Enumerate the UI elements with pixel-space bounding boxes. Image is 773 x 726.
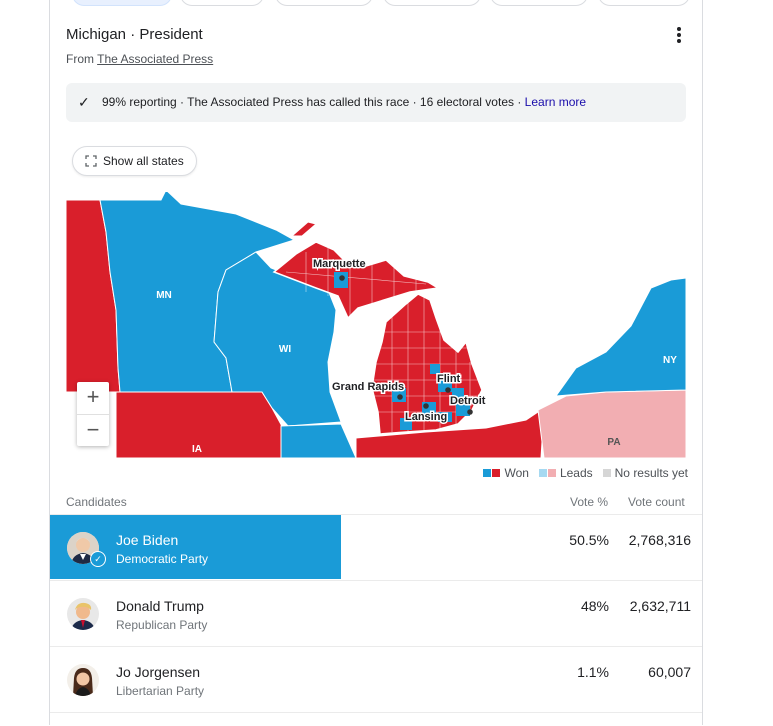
state-ny (554, 277, 686, 397)
col-header-vote-pct: Vote % (570, 495, 609, 509)
county-oakland (452, 388, 464, 402)
expand-icon (85, 155, 97, 167)
vote-count: 60,007 (648, 664, 691, 680)
learn-more-link[interactable]: Learn more (524, 95, 587, 109)
more-options-icon[interactable] (672, 26, 686, 46)
label-flint: Flint (437, 373, 461, 385)
filter-chip[interactable] (180, 0, 264, 6)
legend-leads-label: Leads (559, 466, 593, 480)
vote-percent: 50.5% (569, 532, 609, 548)
city-dot-detroit (467, 409, 473, 415)
zoom-controls: + − (77, 382, 109, 446)
filter-chip[interactable] (275, 0, 373, 6)
race-status-banner: ✓ 99% reporting · The Associated Press h… (66, 83, 686, 122)
legend-no-results-label: No results yet (614, 466, 688, 480)
label-ia: IA (192, 444, 202, 455)
col-header-candidates: Candidates (66, 495, 127, 509)
filter-chip[interactable] (598, 0, 690, 6)
candidate-name: Jo Jorgensen (116, 664, 201, 680)
vote-count: 2,768,316 (628, 532, 691, 548)
county-washtenaw (438, 412, 452, 422)
candidate-party: Libertarian Party (116, 684, 205, 698)
zoom-in-button[interactable]: + (77, 382, 109, 415)
race-title: Michigan · President (66, 26, 203, 43)
state-in-oh (355, 407, 545, 458)
filter-chip[interactable] (383, 0, 481, 6)
status-text: 99% reporting · The Associated Press has… (102, 95, 522, 109)
avatar (67, 664, 99, 696)
filter-chip-selected[interactable] (72, 0, 172, 6)
label-ny: NY (663, 355, 677, 366)
zoom-out-button[interactable]: − (86, 417, 100, 442)
map-svg: MN WI IA NY PA Marquette Grand Rapids Fl… (66, 192, 686, 458)
label-mn: MN (156, 290, 172, 301)
county-kalamazoo (400, 418, 412, 430)
label-grand-rapids: Grand Rapids (332, 381, 404, 393)
legend-swatch-rep-won (492, 469, 501, 477)
label-wi: WI (279, 344, 291, 355)
label-marquette: Marquette (313, 258, 366, 270)
state-il (280, 423, 357, 458)
county-grid (285, 248, 482, 432)
col-header-vote-count: Vote count (628, 495, 685, 509)
legend-swatch-rep-leads (547, 469, 556, 477)
source-line: From The Associated Press (66, 52, 213, 66)
vote-percent: 48% (580, 598, 609, 614)
candidate-row[interactable]: Jo Jorgensen Libertarian Party 1.1% 60,0… (50, 646, 702, 713)
candidate-row[interactable]: ✓ Joe Biden Democratic Party 50.5% 2,768… (50, 514, 702, 581)
vote-percent: 1.1% (577, 664, 609, 680)
legend-won-label: Won (504, 466, 529, 480)
legend-leads: Leads (538, 466, 593, 480)
avatar (67, 598, 99, 630)
candidate-name: Joe Biden (116, 532, 179, 548)
legend-swatch-none (602, 469, 611, 477)
city-dot-marquette (339, 275, 345, 281)
label-lansing: Lansing (405, 411, 447, 423)
show-all-states-button[interactable]: Show all states (72, 146, 197, 176)
winner-check-icon: ✓ (90, 551, 106, 567)
county-saginaw (430, 364, 440, 374)
election-map[interactable]: MN WI IA NY PA Marquette Grand Rapids Fl… (66, 192, 686, 458)
candidate-party: Republican Party (116, 618, 208, 632)
city-dot-lansing (423, 403, 429, 409)
candidate-party: Democratic Party (116, 552, 209, 566)
race-status-text: 99% reporting · The Associated Press has… (102, 95, 586, 109)
michigan-upper (272, 241, 441, 320)
michigan-isle (290, 221, 318, 237)
label-detroit: Detroit (450, 395, 486, 407)
city-dot-grand-rapids (397, 394, 403, 400)
vote-count: 2,632,711 (629, 598, 691, 614)
candidate-row[interactable]: Donald Trump Republican Party 48% 2,632,… (50, 580, 702, 647)
state-pa (537, 389, 686, 458)
source-link[interactable]: The Associated Press (97, 52, 214, 66)
legend-won: Won (483, 466, 529, 480)
avatar (67, 532, 99, 564)
label-pa: PA (607, 437, 620, 448)
show-all-label: Show all states (103, 154, 184, 168)
legend-no-results: No results yet (602, 466, 688, 480)
legend-swatch-dem-won (483, 469, 492, 477)
county-wayne (456, 404, 470, 416)
candidate-name: Donald Trump (116, 598, 204, 614)
legend-swatch-dem-leads (538, 469, 547, 477)
city-dot-flint (445, 387, 451, 393)
filter-chip[interactable] (490, 0, 588, 6)
checkmark-icon: ✓ (78, 94, 90, 110)
next-row-border (50, 712, 702, 726)
election-results-card: Michigan · President From The Associated… (49, 0, 703, 725)
map-legend: Won Leads No results yet (483, 466, 688, 480)
source-prefix: From (66, 52, 94, 66)
